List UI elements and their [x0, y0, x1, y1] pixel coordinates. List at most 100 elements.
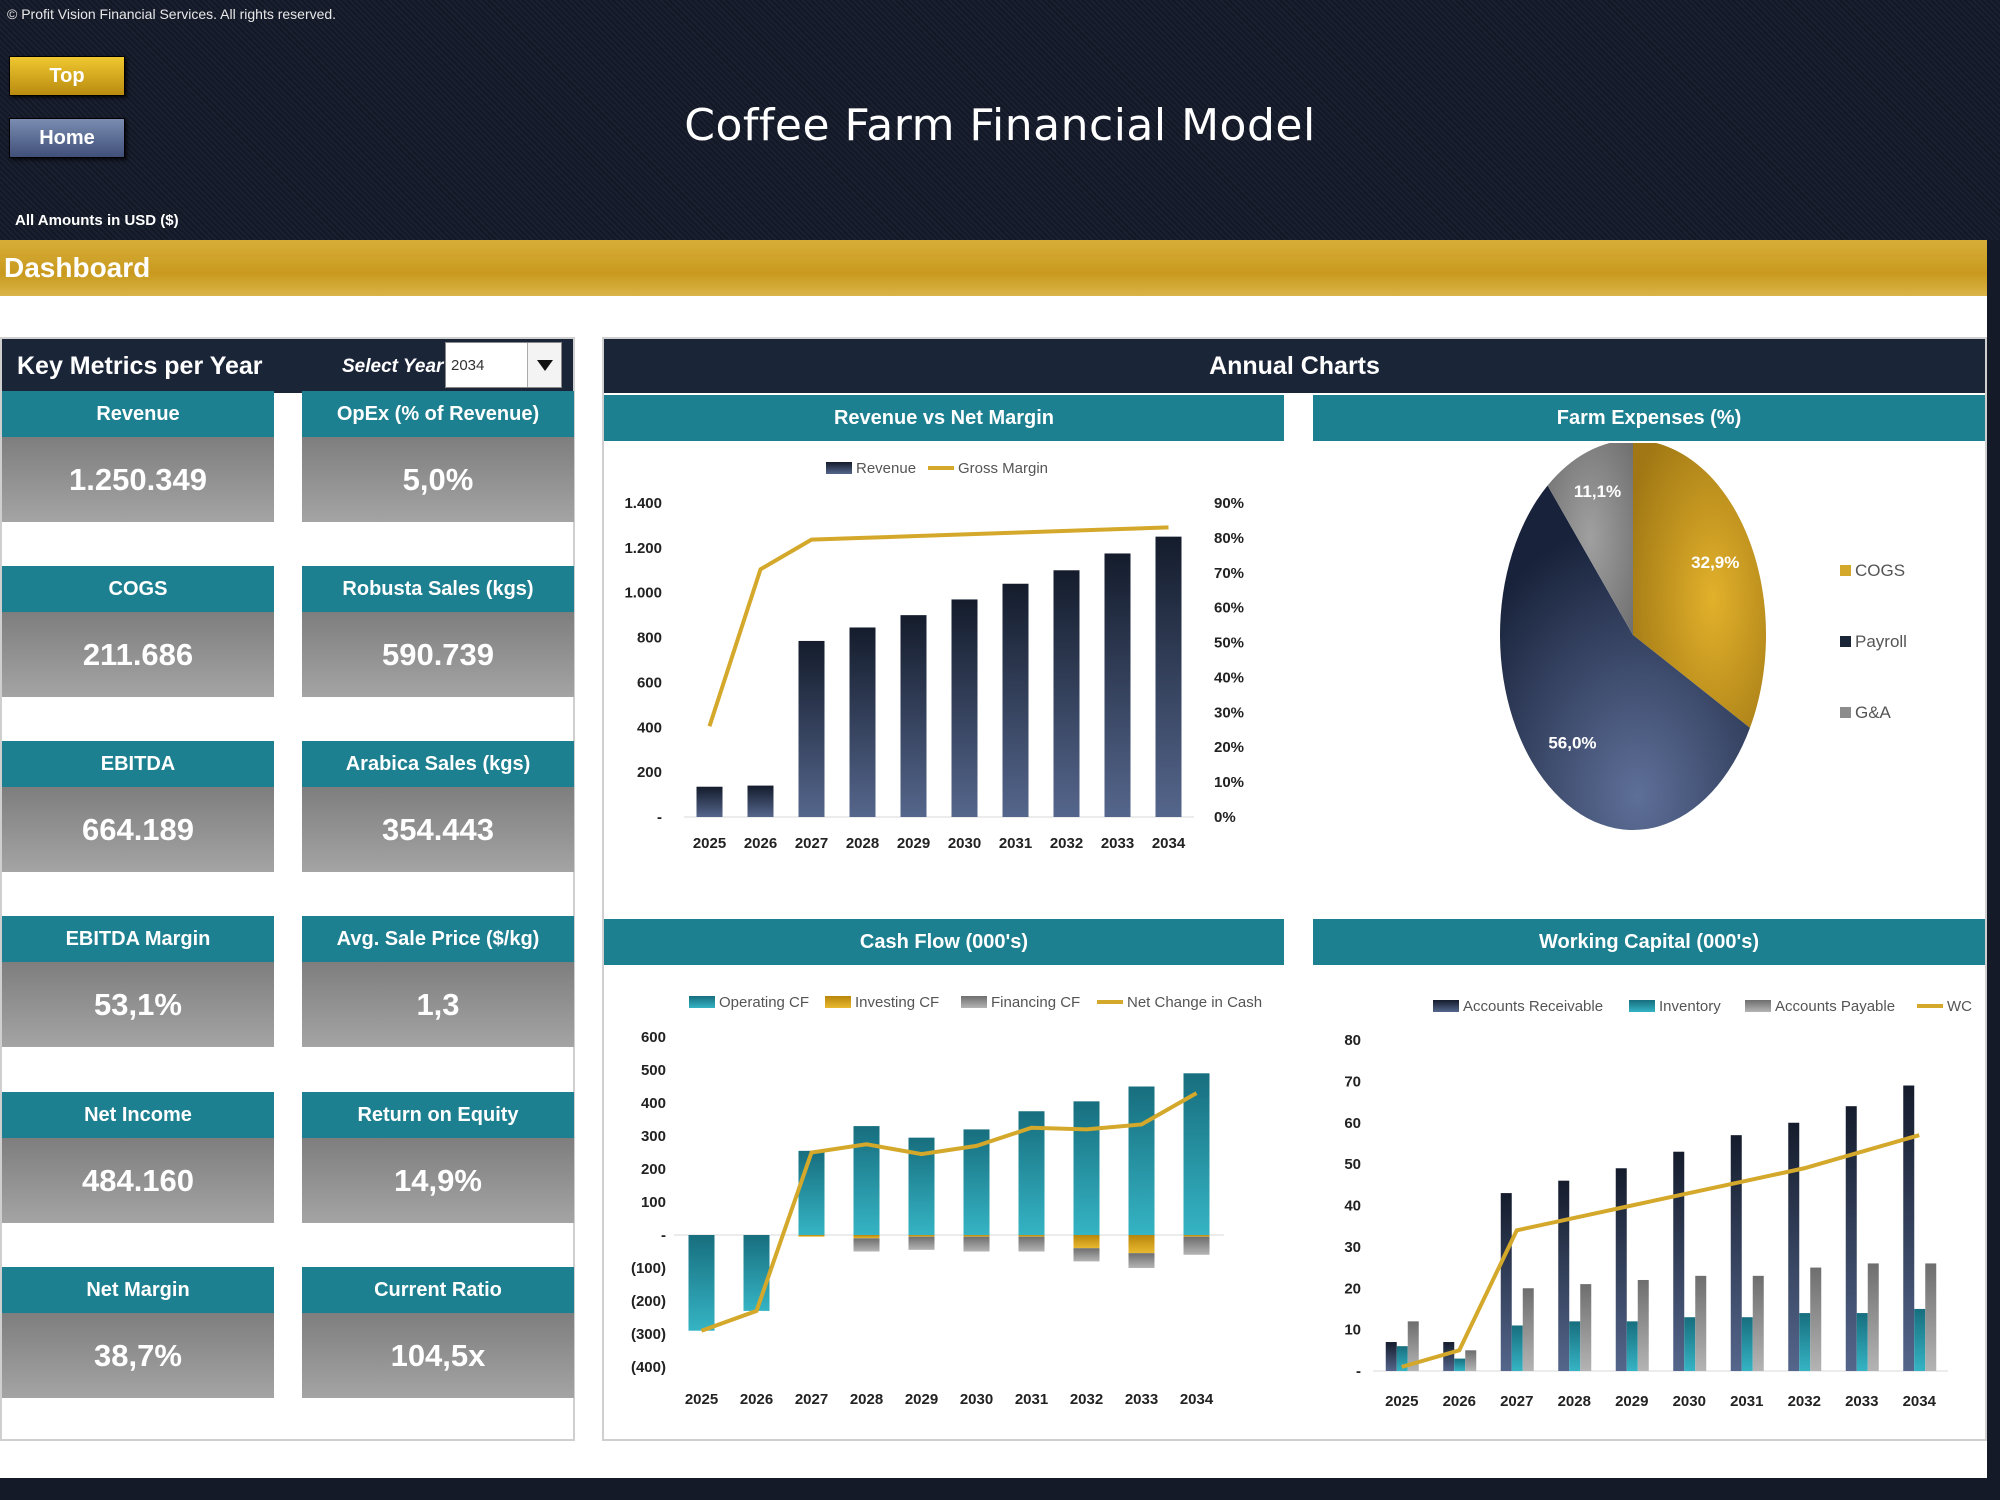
- legend-swatch: [1629, 1000, 1655, 1012]
- wc-bar-accounts-payable: [1752, 1275, 1764, 1371]
- x-tick-label: 2033: [1101, 835, 1134, 852]
- cashflow-bar-operating-cf: [1073, 1101, 1100, 1235]
- cashflow-bar-investing-cf: [1018, 1235, 1045, 1237]
- pie-data-label: 56,0%: [1548, 734, 1596, 753]
- legend-label: Financing CF: [991, 994, 1080, 1011]
- y-tick-label: -: [661, 1227, 666, 1244]
- page-title: Coffee Farm Financial Model: [684, 100, 1316, 151]
- metric-card: Robusta Sales (kgs) 590.739: [302, 566, 574, 697]
- metric-value: 5,0%: [302, 437, 574, 522]
- metric-label: Net Income: [2, 1092, 274, 1138]
- metric-value: 38,7%: [2, 1313, 274, 1398]
- x-tick-label: 2029: [905, 1391, 938, 1408]
- wc-bar-inventory: [1856, 1313, 1868, 1371]
- expenses-chart-title: Farm Expenses (%): [1313, 395, 1985, 441]
- legend-swatch: [689, 996, 715, 1008]
- cashflow-bar-investing-cf: [963, 1235, 990, 1237]
- x-tick-label: 2032: [1050, 835, 1083, 852]
- metric-value: 53,1%: [2, 962, 274, 1047]
- y-tick-label: 600: [637, 674, 662, 691]
- y-tick-label: -: [657, 809, 662, 826]
- copyright-text: © Profit Vision Financial Services. All …: [7, 6, 337, 22]
- metric-card: COGS 211.686: [2, 566, 274, 697]
- metric-value: 1.250.349: [2, 437, 274, 522]
- gross-margin-line: [707, 525, 1169, 727]
- y-tick-label: 200: [637, 764, 662, 781]
- y-tick-label: 800: [637, 630, 662, 647]
- x-tick-label: 2026: [1443, 1393, 1476, 1410]
- y2-tick-label: 40%: [1214, 669, 1244, 686]
- cashflow-bar-operating-cf: [1128, 1086, 1155, 1235]
- y2-tick-label: 30%: [1214, 704, 1244, 721]
- cashflow-bar-investing-cf: [798, 1235, 825, 1237]
- metric-value: 664.189: [2, 787, 274, 872]
- y-tick-label: 600: [641, 1029, 666, 1046]
- y-tick-label: 10: [1344, 1322, 1361, 1339]
- metric-card: Revenue 1.250.349: [2, 391, 274, 522]
- y-tick-label: 60: [1344, 1115, 1361, 1132]
- annual-charts-header: Annual Charts: [604, 339, 1985, 393]
- cashflow-bar-investing-cf: [908, 1235, 935, 1237]
- metric-value: 211.686: [2, 612, 274, 697]
- x-tick-label: 2034: [1180, 1391, 1214, 1408]
- metric-label: Current Ratio: [302, 1267, 574, 1313]
- y-tick-label: 200: [641, 1161, 666, 1178]
- metric-label: Net Margin: [2, 1267, 274, 1313]
- key-metrics-title: Key Metrics per Year: [17, 352, 263, 380]
- metric-label: EBITDA Margin: [2, 916, 274, 962]
- wc-bar-accounts-receivable: [1500, 1193, 1512, 1371]
- metric-card: Avg. Sale Price ($/kg) 1,3: [302, 916, 574, 1047]
- x-tick-label: 2027: [795, 1391, 828, 1408]
- wc-bar-accounts-receivable: [1788, 1122, 1800, 1371]
- pie-slice-ga: [1547, 443, 1633, 635]
- legend-swatch: [1840, 707, 1851, 718]
- cashflow-bar-investing-cf: [853, 1235, 880, 1239]
- metric-card: EBITDA 664.189: [2, 741, 274, 872]
- pie-data-label: 32,9%: [1691, 553, 1739, 572]
- metric-label: Robusta Sales (kgs): [302, 566, 574, 612]
- legend-label: G&A: [1855, 703, 1892, 722]
- x-tick-label: 2025: [1385, 1393, 1418, 1410]
- metric-value: 1,3: [302, 962, 574, 1047]
- wc-bar-inventory: [1684, 1317, 1696, 1371]
- y-tick-label: (200): [631, 1293, 666, 1310]
- metric-card: Net Margin 38,7%: [2, 1267, 274, 1398]
- legend-swatch: [1840, 636, 1851, 647]
- y2-tick-label: 50%: [1214, 635, 1244, 652]
- wc-bar-accounts-receivable: [1443, 1342, 1455, 1371]
- top-button[interactable]: Top: [9, 56, 125, 96]
- wc-bar-accounts-receivable: [1845, 1106, 1857, 1371]
- wc-bar-accounts-payable: [1580, 1284, 1592, 1371]
- y-tick-label: 1.000: [624, 585, 662, 602]
- cashflow-chart-title: Cash Flow (000's): [604, 919, 1284, 965]
- metric-value: 354.443: [302, 787, 574, 872]
- y2-tick-label: 90%: [1214, 495, 1244, 512]
- wc-bar-inventory: [1454, 1358, 1466, 1371]
- revenue-bar: [900, 615, 927, 817]
- wc-bar-inventory: [1511, 1325, 1523, 1371]
- wc-bar-accounts-payable: [1867, 1263, 1879, 1371]
- cashflow-bar-financing-cf: [1018, 1236, 1045, 1252]
- wc-bar-inventory: [1396, 1346, 1408, 1371]
- x-tick-label: 2027: [1500, 1393, 1533, 1410]
- x-tick-label: 2025: [685, 1391, 718, 1408]
- wc-bar-accounts-receivable: [1615, 1168, 1627, 1371]
- cashflow-bar-financing-cf: [1183, 1236, 1210, 1255]
- dropdown-arrow-icon[interactable]: [527, 343, 561, 387]
- year-select[interactable]: 2034: [445, 342, 562, 388]
- legend-label: Investing CF: [855, 994, 939, 1011]
- home-button[interactable]: Home: [9, 118, 125, 158]
- y-tick-label: 70: [1344, 1073, 1361, 1090]
- x-tick-label: 2031: [1015, 1391, 1048, 1408]
- wc-bar-accounts-payable: [1465, 1350, 1477, 1371]
- legend-label: Net Change in Cash: [1127, 994, 1262, 1011]
- x-tick-label: 2030: [1673, 1393, 1706, 1410]
- revenue-bar: [849, 627, 876, 817]
- wc-line: [1401, 1133, 1920, 1369]
- x-tick-label: 2025: [693, 835, 726, 852]
- x-tick-label: 2031: [999, 835, 1032, 852]
- wc-bar-inventory: [1626, 1321, 1638, 1371]
- legend-label: Operating CF: [719, 994, 809, 1011]
- legend-label: Gross Margin: [958, 460, 1048, 477]
